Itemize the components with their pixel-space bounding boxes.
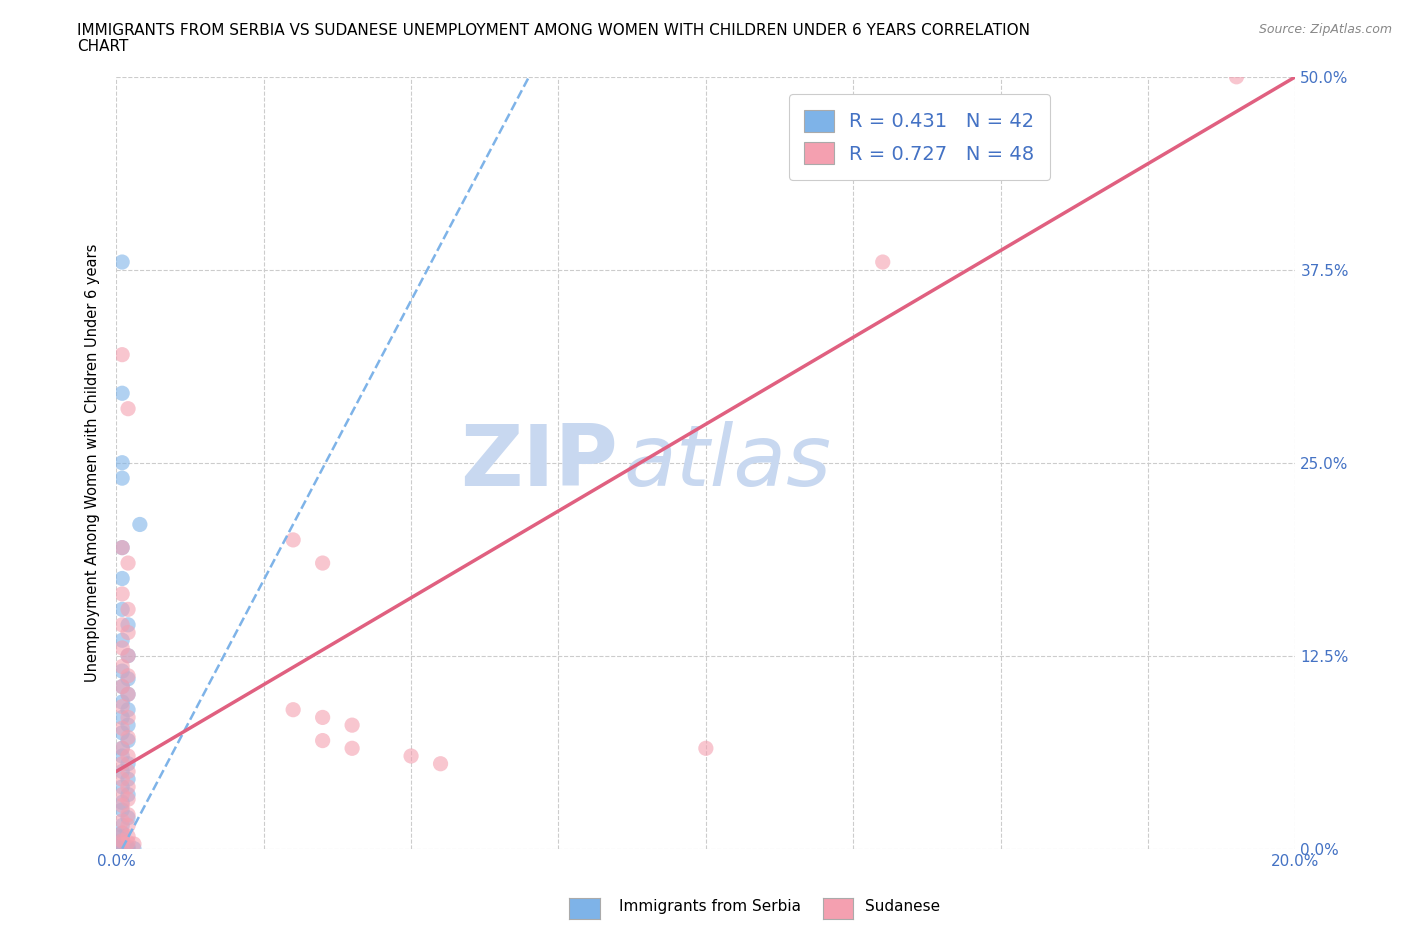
Point	[111, 840, 134, 855]
Point	[117, 669, 139, 684]
Point	[111, 826, 134, 841]
Point	[117, 807, 139, 822]
Text: ZIP: ZIP	[460, 421, 617, 504]
Point	[117, 756, 139, 771]
Point	[111, 795, 134, 810]
Point	[122, 842, 145, 857]
Point	[340, 741, 363, 756]
Point	[111, 842, 134, 857]
Point	[111, 833, 134, 848]
Point	[117, 687, 139, 702]
Point	[111, 837, 134, 852]
Point	[695, 741, 717, 756]
Point	[111, 347, 134, 362]
Point	[429, 756, 451, 771]
Point	[111, 798, 134, 813]
Text: Source: ZipAtlas.com: Source: ZipAtlas.com	[1258, 23, 1392, 36]
Point	[111, 695, 134, 710]
Point	[117, 618, 139, 632]
Point	[111, 456, 134, 471]
Point	[111, 571, 134, 586]
Point	[111, 679, 134, 694]
Point	[117, 840, 139, 855]
Point	[111, 787, 134, 802]
Point	[111, 699, 134, 714]
Point	[117, 648, 139, 663]
Point	[111, 803, 134, 817]
Text: IMMIGRANTS FROM SERBIA VS SUDANESE UNEMPLOYMENT AMONG WOMEN WITH CHILDREN UNDER : IMMIGRANTS FROM SERBIA VS SUDANESE UNEMP…	[77, 23, 1031, 38]
Point	[117, 818, 139, 833]
Point	[1225, 70, 1247, 85]
Point	[117, 648, 139, 663]
Point	[117, 718, 139, 733]
Point	[111, 255, 134, 270]
Legend: R = 0.431   N = 42, R = 0.727   N = 48: R = 0.431 N = 42, R = 0.727 N = 48	[789, 94, 1050, 180]
Point	[281, 533, 304, 548]
Point	[117, 810, 139, 825]
Point	[111, 829, 134, 844]
Point	[111, 725, 134, 740]
Point	[111, 772, 134, 787]
Point	[111, 641, 134, 656]
Point	[111, 779, 134, 794]
Point	[117, 555, 139, 570]
Point	[281, 702, 304, 717]
Point	[111, 664, 134, 679]
Point	[117, 779, 139, 794]
Text: CHART: CHART	[77, 39, 129, 54]
Point	[111, 471, 134, 485]
Point	[311, 555, 333, 570]
Point	[111, 814, 134, 829]
Point	[111, 741, 134, 756]
Point	[111, 741, 134, 756]
Point	[117, 791, 139, 806]
Text: Sudanese: Sudanese	[865, 899, 939, 914]
Point	[311, 710, 333, 724]
Point	[117, 730, 139, 745]
Point	[117, 835, 139, 850]
Point	[111, 818, 134, 833]
Point	[872, 255, 894, 270]
Point	[111, 659, 134, 674]
Point	[111, 386, 134, 401]
Y-axis label: Unemployment Among Women with Children Under 6 years: Unemployment Among Women with Children U…	[86, 244, 100, 682]
Point	[117, 772, 139, 787]
Point	[111, 540, 134, 555]
Text: Immigrants from Serbia: Immigrants from Serbia	[619, 899, 800, 914]
Point	[117, 702, 139, 717]
Point	[111, 710, 134, 724]
Point	[111, 837, 134, 852]
Point	[311, 733, 333, 748]
Point	[111, 749, 134, 764]
Point	[111, 756, 134, 771]
Point	[117, 787, 139, 802]
Point	[122, 837, 145, 852]
Point	[399, 749, 422, 764]
Point	[111, 587, 134, 602]
Point	[111, 833, 134, 848]
Point	[117, 829, 139, 844]
Text: atlas: atlas	[623, 421, 831, 504]
Point	[111, 679, 134, 694]
Point	[128, 517, 150, 532]
Point	[117, 842, 139, 857]
Point	[117, 764, 139, 779]
Point	[111, 632, 134, 647]
Point	[111, 826, 134, 841]
Point	[111, 618, 134, 632]
Point	[117, 733, 139, 748]
Point	[117, 687, 139, 702]
Point	[117, 710, 139, 724]
Point	[111, 721, 134, 736]
Point	[117, 401, 139, 416]
Point	[111, 602, 134, 617]
Point	[111, 838, 134, 853]
Point	[117, 671, 139, 686]
Point	[111, 540, 134, 555]
Point	[117, 602, 139, 617]
Point	[340, 718, 363, 733]
Point	[111, 764, 134, 779]
Point	[117, 625, 139, 640]
Point	[117, 749, 139, 764]
